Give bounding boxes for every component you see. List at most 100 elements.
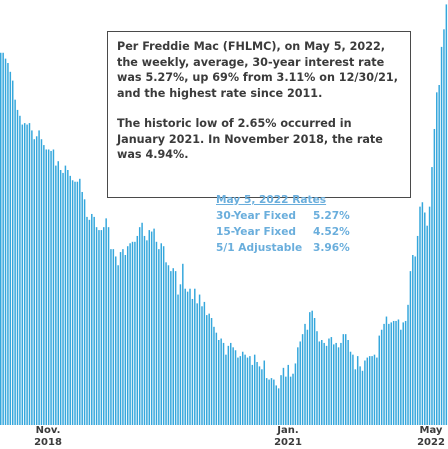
rate-bar [234, 350, 237, 425]
rate-bar [280, 375, 282, 425]
rate-bar [218, 340, 220, 425]
x-tick-label-line1: Jan. [277, 425, 299, 436]
rate-bar [2, 52, 4, 425]
rate-bar [11, 80, 14, 425]
rate-bar [352, 354, 354, 425]
rate-name: 15-Year Fixed [216, 226, 296, 238]
rate-bar [340, 342, 342, 425]
rate-bar [64, 165, 67, 425]
info-box: Per Freddie Mac (FHLMC), on May 5, 2022,… [107, 31, 411, 198]
rate-bar [198, 294, 201, 425]
rate-bar [246, 357, 249, 425]
rate-bar [184, 288, 186, 425]
x-tick-label-may-2022: May 2022 [414, 425, 448, 449]
rate-bar [249, 356, 251, 425]
rate-bar [88, 219, 91, 425]
rate-bar [222, 342, 225, 425]
rate-bar [431, 167, 433, 425]
rates-table: May 5, 2022 Rates 30-Year Fixed 5.27% 15… [216, 192, 350, 256]
rate-bar [160, 243, 162, 425]
rate-bar [385, 316, 388, 425]
rate-bar [21, 124, 24, 425]
rate-bar [23, 123, 26, 425]
rate-bar [107, 227, 110, 425]
rate-name: 30-Year Fixed [216, 210, 296, 222]
rate-bar [364, 360, 366, 425]
x-tick-label-line1: Nov. [35, 425, 61, 436]
rate-bar [440, 46, 443, 426]
rate-bar [189, 288, 191, 425]
rate-row-5-1-adjustable: 5/1 Adjustable 3.96% [216, 240, 350, 256]
info-paragraph-2: The historic low of 2.65% occurred in Ja… [117, 117, 383, 161]
rate-bar [105, 218, 107, 425]
rate-bar [40, 139, 43, 425]
x-tick-label-line2: 2021 [274, 437, 302, 448]
rate-bar [9, 71, 12, 425]
rate-bar [232, 347, 234, 425]
rate-bar [126, 246, 129, 425]
rate-bar [67, 170, 69, 425]
rate-bar [210, 318, 213, 425]
rate-bar [294, 363, 297, 425]
rate-bar [344, 334, 347, 425]
rate-bar [414, 256, 416, 425]
rate-bar [59, 170, 62, 425]
rate-bar [47, 149, 50, 426]
rate-bar [265, 378, 268, 425]
rate-bar [289, 376, 292, 425]
rate-bar [438, 85, 440, 425]
rate-bar [14, 99, 16, 425]
rate-bar [150, 231, 153, 425]
rate-bar [390, 322, 392, 425]
rate-bar [203, 301, 206, 425]
rate-bar [333, 344, 335, 425]
rate-bar [165, 262, 167, 425]
rate-bar [119, 252, 122, 425]
rate-bar [261, 369, 263, 425]
rate-bar [292, 373, 294, 425]
rate-bar [220, 338, 222, 425]
rate-bar [244, 354, 246, 425]
rate-bar [26, 124, 28, 425]
rate-bar [424, 212, 426, 425]
rate-bar [35, 136, 38, 426]
rate-bar [356, 356, 359, 425]
rate-bar [71, 180, 74, 425]
rate-bar [368, 356, 371, 425]
rate-bar [19, 115, 21, 425]
rate-bar [174, 271, 177, 425]
rate-bar [227, 345, 230, 425]
rate-bar [50, 150, 52, 425]
rate-bar [194, 288, 196, 425]
rate-bar [7, 63, 9, 426]
rate-bar [114, 256, 117, 425]
rate-bar [74, 181, 76, 425]
rate-bar [124, 255, 127, 425]
rate-bar [400, 329, 402, 425]
rate-bar [134, 241, 136, 425]
rate-bar [138, 227, 141, 425]
rate-bar [146, 240, 148, 425]
rate-bar [309, 312, 311, 425]
rate-bar [0, 52, 2, 425]
rate-bar [57, 161, 59, 425]
x-tick-label-line2: 2022 [417, 437, 445, 448]
rate-bar [177, 294, 179, 425]
rate-bar [285, 376, 287, 425]
x-tick-label-line1: May [419, 425, 443, 436]
rate-bar [347, 340, 349, 425]
rate-bar [297, 347, 299, 425]
rate-bar [321, 340, 323, 425]
rate-row-15-year: 15-Year Fixed 4.52% [216, 224, 350, 240]
rate-bar [153, 228, 155, 425]
rate-bar [337, 347, 340, 425]
rate-bar [4, 58, 7, 426]
x-tick-label-line2: 2018 [34, 437, 62, 448]
rate-bar [76, 181, 79, 425]
rate-bar [103, 227, 105, 425]
rate-bar [412, 255, 414, 425]
info-paragraph-1: Per Freddie Mac (FHLMC), on May 5, 2022,… [117, 40, 398, 100]
rate-bar [208, 313, 210, 425]
rate-bar [167, 265, 170, 425]
